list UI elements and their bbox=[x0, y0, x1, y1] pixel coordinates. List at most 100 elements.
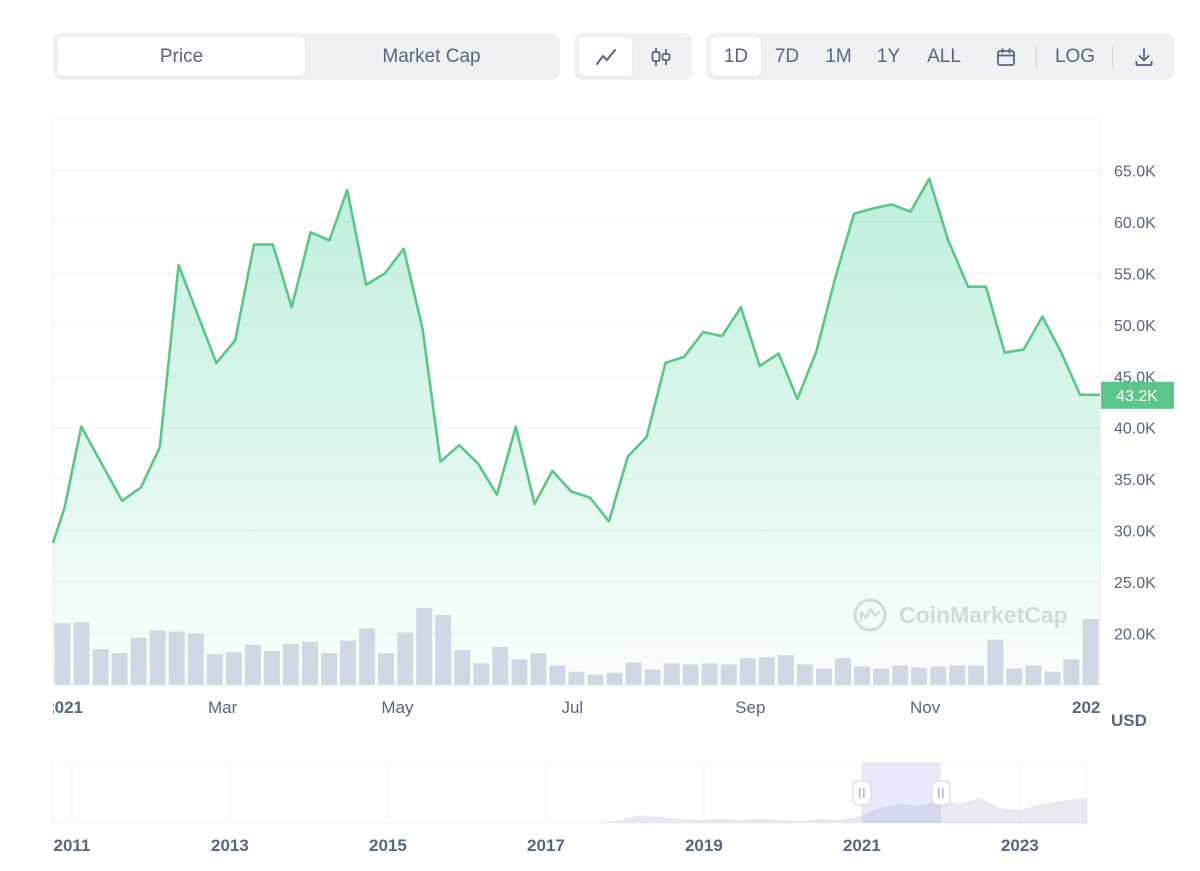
volume-bar bbox=[435, 615, 452, 685]
y-tick-label: 50.0K bbox=[1114, 318, 1156, 335]
range-all-button[interactable]: ALL bbox=[927, 45, 961, 67]
navigator-tick-label: 2017 bbox=[527, 836, 565, 855]
navigator-selection[interactable] bbox=[861, 763, 941, 823]
volume-bar bbox=[663, 663, 680, 685]
volume-bar bbox=[606, 672, 623, 685]
current-price-label: 43.2K bbox=[1116, 388, 1158, 405]
log-scale-button[interactable]: LOG bbox=[1054, 45, 1096, 67]
range-1m-button[interactable]: 1M bbox=[825, 45, 852, 67]
volume-bar bbox=[511, 659, 528, 685]
volume-bar bbox=[92, 649, 109, 685]
watermark-label: CoinMarketCap bbox=[899, 602, 1068, 628]
range-7d-button[interactable]: 7D bbox=[774, 45, 800, 67]
x-tick-label: Sep bbox=[735, 698, 765, 717]
volume-bar bbox=[530, 653, 547, 685]
calendar-icon[interactable] bbox=[985, 37, 1027, 76]
volume-bar bbox=[111, 653, 128, 685]
y-tick-label: 55.0K bbox=[1114, 266, 1156, 283]
price-line bbox=[51, 177, 1100, 544]
volume-bar bbox=[701, 663, 718, 685]
volume-bar bbox=[816, 668, 832, 685]
x-axis: 2021 Mar May Jul Sep Nov 2022 bbox=[53, 698, 1110, 717]
current-price-badge: 43.2K bbox=[1101, 381, 1174, 409]
volume-bar bbox=[359, 628, 376, 685]
range-1y-button[interactable]: 1Y bbox=[876, 45, 901, 67]
download-icon[interactable] bbox=[1122, 37, 1166, 76]
volume-bar bbox=[892, 665, 909, 685]
volume-bar bbox=[835, 658, 851, 685]
price-line-path bbox=[51, 177, 1100, 544]
navigator-tick-label: 2019 bbox=[685, 836, 723, 855]
volume-bar bbox=[168, 631, 185, 685]
volume-bar bbox=[340, 640, 356, 685]
x-tick-label: Nov bbox=[910, 698, 941, 717]
volume-bar bbox=[1044, 671, 1061, 685]
volume-bar bbox=[796, 664, 813, 685]
volume-bar bbox=[282, 643, 299, 685]
volume-bar bbox=[777, 655, 794, 685]
volume-bar bbox=[302, 641, 318, 685]
volume-bar bbox=[225, 652, 242, 685]
price-chart[interactable]: CoinMarketCap 20.0K 25.0K 30.0K 35.0K 40.0K 4… bbox=[0, 0, 1200, 740]
candlestick-icon[interactable] bbox=[634, 37, 687, 76]
volume-bar bbox=[73, 622, 90, 685]
volume-bar bbox=[854, 666, 870, 685]
coinmarketcap-watermark: CoinMarketCap bbox=[853, 598, 1068, 632]
navigator-tick-label: 2015 bbox=[369, 836, 407, 855]
y-tick-label: 65.0K bbox=[1114, 163, 1156, 180]
toolbar-divider bbox=[1112, 45, 1113, 68]
y-tick-label: 25.0K bbox=[1114, 575, 1156, 592]
navigator-history bbox=[600, 798, 1087, 823]
volume-bar bbox=[492, 646, 509, 685]
x-tick-label: 2022 bbox=[1072, 698, 1110, 717]
volume-bar bbox=[244, 644, 261, 685]
price-area-fill bbox=[53, 178, 1100, 685]
chart-type-toggle bbox=[574, 33, 692, 80]
volume-bar bbox=[587, 674, 604, 685]
volume-bar bbox=[682, 664, 699, 685]
volume-bar bbox=[1082, 619, 1099, 685]
toolbar-divider bbox=[1036, 45, 1037, 68]
navigator-grid bbox=[71, 763, 1021, 823]
volume-bar bbox=[1006, 668, 1023, 685]
volume-bars bbox=[54, 607, 1099, 685]
volume-bar bbox=[321, 653, 337, 685]
price-area bbox=[53, 178, 1100, 685]
market-cap-tab[interactable]: Market Cap bbox=[382, 45, 481, 67]
price-marketcap-toggle: Price Market Cap bbox=[53, 33, 560, 80]
volume-bar bbox=[397, 632, 414, 685]
volume-bar bbox=[968, 665, 985, 685]
navigator-tick-label: 2011 bbox=[54, 836, 91, 855]
volume-bar bbox=[949, 665, 966, 685]
handle-grip bbox=[852, 780, 872, 806]
volume-bar bbox=[911, 667, 928, 685]
volume-bar bbox=[54, 623, 71, 685]
x-tick-label: Mar bbox=[208, 698, 238, 717]
x-tick-label: Jul bbox=[561, 698, 583, 717]
time-navigator[interactable]: 2011 2013 2015 2017 2019 2021 2023 bbox=[0, 740, 1200, 871]
volume-bar bbox=[378, 653, 395, 685]
y-tick-label: 20.0K bbox=[1114, 627, 1156, 644]
volume-bar bbox=[625, 662, 642, 685]
volume-bar bbox=[758, 657, 775, 685]
volume-bar bbox=[1025, 665, 1042, 685]
volume-bar bbox=[549, 665, 566, 685]
line-chart-icon[interactable] bbox=[579, 37, 632, 76]
volume-bar bbox=[873, 668, 890, 685]
volume-bar bbox=[149, 630, 166, 685]
volume-bar bbox=[987, 639, 1004, 685]
range-1d-button[interactable]: 1D bbox=[711, 37, 761, 76]
volume-bar bbox=[739, 658, 756, 685]
range-toolbar: 1D 7D 1M 1Y ALL LOG bbox=[706, 33, 1174, 80]
y-tick-label: 35.0K bbox=[1114, 472, 1156, 489]
volume-bar bbox=[454, 650, 471, 685]
navigator-right-handle[interactable] bbox=[931, 780, 951, 806]
y-tick-label: 60.0K bbox=[1114, 215, 1156, 232]
navigator-x-axis: 2011 2013 2015 2017 2019 2021 2023 bbox=[54, 836, 1039, 855]
y-tick-label: 40.0K bbox=[1114, 421, 1156, 438]
y-tick-label: 30.0K bbox=[1114, 524, 1156, 541]
navigator-left-handle[interactable] bbox=[852, 780, 872, 806]
price-tab[interactable]: Price bbox=[58, 37, 305, 76]
volume-bar bbox=[206, 654, 223, 685]
volume-bar bbox=[720, 664, 737, 685]
